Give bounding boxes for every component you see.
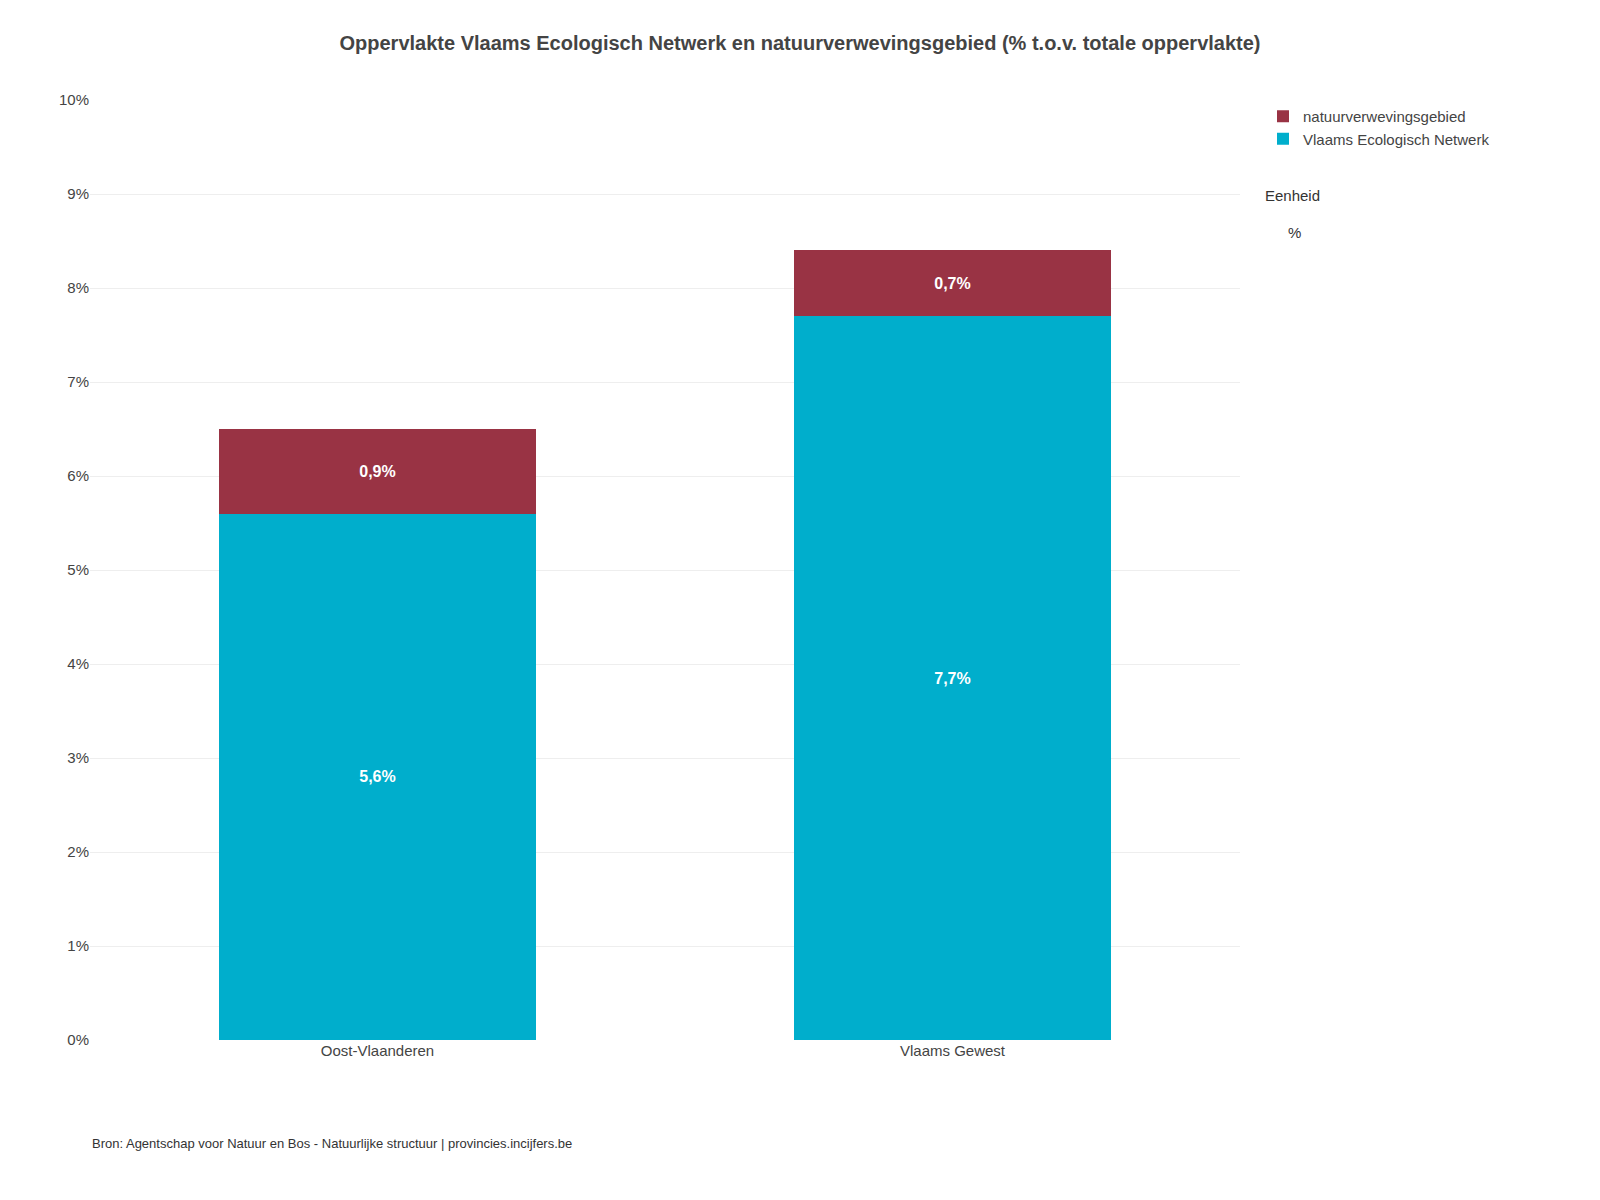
svg-text:%: % xyxy=(1288,224,1301,241)
svg-text:Vlaams Gewest: Vlaams Gewest xyxy=(900,1042,1006,1059)
svg-text:0,7%: 0,7% xyxy=(934,275,970,292)
svg-text:0%: 0% xyxy=(67,1031,89,1048)
svg-text:6%: 6% xyxy=(67,467,89,484)
svg-text:Oost-Vlaanderen: Oost-Vlaanderen xyxy=(321,1042,434,1059)
svg-text:Eenheid: Eenheid xyxy=(1265,187,1320,204)
svg-text:10%: 10% xyxy=(59,91,89,108)
svg-text:Oppervlakte Vlaams Ecologisch: Oppervlakte Vlaams Ecologisch Netwerk en… xyxy=(339,32,1260,54)
svg-text:8%: 8% xyxy=(67,279,89,296)
svg-text:7%: 7% xyxy=(67,373,89,390)
svg-text:Bron: Agentschap voor Natuur e: Bron: Agentschap voor Natuur en Bos - Na… xyxy=(92,1136,572,1151)
svg-text:1%: 1% xyxy=(67,937,89,954)
svg-text:3%: 3% xyxy=(67,749,89,766)
svg-text:4%: 4% xyxy=(67,655,89,672)
svg-text:Vlaams Ecologisch Netwerk: Vlaams Ecologisch Netwerk xyxy=(1303,131,1489,148)
svg-text:9%: 9% xyxy=(67,185,89,202)
svg-text:2%: 2% xyxy=(67,843,89,860)
svg-text:7,7%: 7,7% xyxy=(934,670,970,687)
svg-text:5%: 5% xyxy=(67,561,89,578)
svg-text:5,6%: 5,6% xyxy=(359,768,395,785)
svg-text:natuurverwevingsgebied: natuurverwevingsgebied xyxy=(1303,108,1466,125)
svg-text:0,9%: 0,9% xyxy=(359,463,395,480)
